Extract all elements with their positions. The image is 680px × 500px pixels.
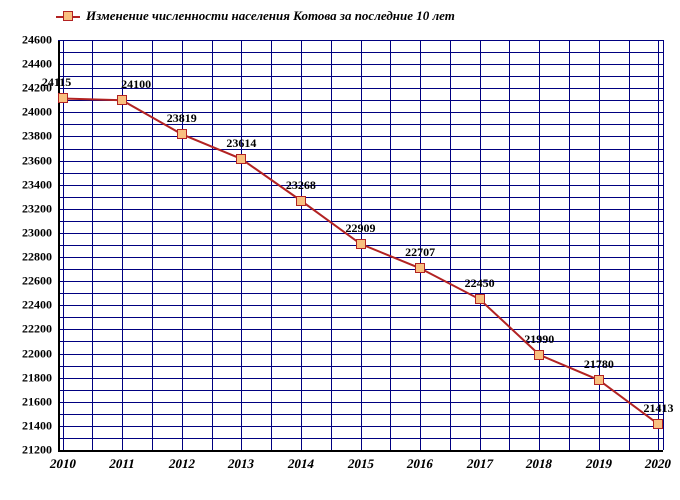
y-tick-label: 22400: [0, 298, 52, 313]
y-tick-label: 24200: [0, 81, 52, 96]
y-tick-label: 21200: [0, 443, 52, 458]
chart-container: Изменение численности населения Котова з…: [0, 0, 680, 500]
data-marker: [236, 154, 246, 164]
legend-marker: [56, 10, 80, 22]
data-marker: [415, 263, 425, 273]
x-axis-line: [58, 450, 663, 452]
y-tick-label: 22600: [0, 274, 52, 289]
x-tick-label: 2013: [227, 456, 256, 472]
y-tick-label: 22200: [0, 322, 52, 337]
data-marker: [534, 350, 544, 360]
y-tick-label: 23800: [0, 129, 52, 144]
x-tick-label: 2019: [584, 456, 613, 472]
y-tick-label: 23400: [0, 177, 52, 192]
y-tick-label: 21400: [0, 418, 52, 433]
x-tick-label: 2010: [48, 456, 77, 472]
data-marker: [296, 196, 306, 206]
x-tick-label: 2014: [286, 456, 315, 472]
legend-text: Изменение численности населения Котова з…: [86, 8, 455, 24]
x-tick-label: 2017: [465, 456, 494, 472]
y-tick-label: 21600: [0, 394, 52, 409]
y-tick-label: 22000: [0, 346, 52, 361]
x-tick-label: 2016: [405, 456, 434, 472]
plot-border-right: [663, 40, 664, 450]
x-tick-label: 2018: [525, 456, 554, 472]
data-marker: [356, 239, 366, 249]
x-tick-label: 2015: [346, 456, 375, 472]
y-tick-label: 24600: [0, 33, 52, 48]
data-marker: [177, 129, 187, 139]
data-marker: [594, 375, 604, 385]
data-marker: [653, 419, 663, 429]
y-tick-label: 23200: [0, 201, 52, 216]
data-marker: [475, 294, 485, 304]
square-marker-icon: [63, 11, 73, 21]
x-tick-label: 2020: [644, 456, 673, 472]
data-marker: [58, 93, 68, 103]
y-tick-label: 21800: [0, 370, 52, 385]
legend: Изменение численности населения Котова з…: [56, 8, 455, 24]
y-tick-label: 24400: [0, 57, 52, 72]
y-tick-label: 22800: [0, 250, 52, 265]
y-tick-label: 23000: [0, 225, 52, 240]
x-tick-label: 2011: [108, 456, 137, 472]
data-marker: [117, 95, 127, 105]
plot-area: 2411524100238192361423268229092270722450…: [58, 40, 663, 450]
y-tick-label: 24000: [0, 105, 52, 120]
y-tick-label: 23600: [0, 153, 52, 168]
x-tick-label: 2012: [167, 456, 196, 472]
